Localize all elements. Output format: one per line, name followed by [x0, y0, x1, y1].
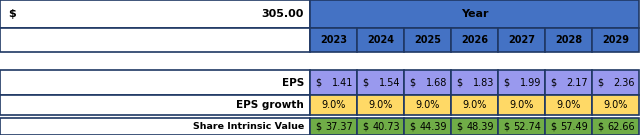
- Text: $: $: [456, 122, 462, 131]
- Text: 2028: 2028: [555, 35, 582, 45]
- Text: 2027: 2027: [508, 35, 535, 45]
- Text: 2024: 2024: [367, 35, 394, 45]
- Text: Year: Year: [461, 9, 488, 19]
- Text: 9.0%: 9.0%: [556, 100, 580, 110]
- Text: $: $: [503, 122, 509, 131]
- Text: 57.49: 57.49: [560, 122, 588, 131]
- Text: $: $: [409, 122, 415, 131]
- Bar: [310, 70, 357, 95]
- Text: $: $: [550, 77, 556, 87]
- Bar: [310, 28, 357, 52]
- Bar: [498, 70, 545, 95]
- Text: $: $: [456, 77, 462, 87]
- Bar: [404, 95, 451, 115]
- Bar: [357, 118, 404, 135]
- Text: 9.0%: 9.0%: [321, 100, 346, 110]
- Bar: [310, 118, 357, 135]
- Text: $: $: [597, 77, 603, 87]
- Text: 40.73: 40.73: [372, 122, 400, 131]
- Bar: [498, 118, 545, 135]
- Text: $: $: [503, 77, 509, 87]
- Text: 1.83: 1.83: [472, 77, 494, 87]
- Text: 44.39: 44.39: [419, 122, 447, 131]
- Text: $: $: [409, 77, 415, 87]
- Text: $: $: [550, 122, 556, 131]
- Bar: [592, 118, 639, 135]
- Text: 2026: 2026: [461, 35, 488, 45]
- Text: 9.0%: 9.0%: [462, 100, 486, 110]
- Bar: [310, 95, 357, 115]
- Bar: [451, 95, 498, 115]
- Bar: [545, 28, 592, 52]
- Text: 2025: 2025: [414, 35, 441, 45]
- Text: 1.54: 1.54: [378, 77, 400, 87]
- Bar: [404, 28, 451, 52]
- Bar: [310, 0, 639, 28]
- Text: $: $: [8, 9, 16, 19]
- Bar: [404, 118, 451, 135]
- Text: 9.0%: 9.0%: [509, 100, 534, 110]
- Bar: [451, 70, 498, 95]
- Text: EPS: EPS: [282, 77, 304, 87]
- Text: EPS growth: EPS growth: [236, 100, 304, 110]
- Bar: [357, 70, 404, 95]
- Text: $: $: [362, 77, 368, 87]
- Text: 1.68: 1.68: [426, 77, 447, 87]
- Text: $: $: [597, 122, 603, 131]
- Bar: [0, 95, 310, 115]
- Bar: [592, 28, 639, 52]
- Bar: [357, 95, 404, 115]
- Text: 62.66: 62.66: [607, 122, 635, 131]
- Text: 2.36: 2.36: [614, 77, 635, 87]
- Text: 1.41: 1.41: [332, 77, 353, 87]
- Text: 9.0%: 9.0%: [368, 100, 393, 110]
- Bar: [357, 28, 404, 52]
- Bar: [498, 28, 545, 52]
- Bar: [451, 28, 498, 52]
- Text: $: $: [315, 122, 321, 131]
- Bar: [592, 70, 639, 95]
- Text: 2.17: 2.17: [566, 77, 588, 87]
- Text: 52.74: 52.74: [513, 122, 541, 131]
- Text: $: $: [362, 122, 368, 131]
- Text: 305.00: 305.00: [262, 9, 304, 19]
- Text: 9.0%: 9.0%: [604, 100, 628, 110]
- Text: Share Intrinsic Value: Share Intrinsic Value: [193, 122, 304, 131]
- Bar: [0, 28, 310, 52]
- Text: $: $: [315, 77, 321, 87]
- Bar: [545, 118, 592, 135]
- Bar: [0, 0, 310, 28]
- Text: 48.39: 48.39: [467, 122, 494, 131]
- Text: 1.99: 1.99: [520, 77, 541, 87]
- Bar: [592, 95, 639, 115]
- Bar: [0, 118, 310, 135]
- Bar: [0, 70, 310, 95]
- Text: 37.37: 37.37: [325, 122, 353, 131]
- Text: 2029: 2029: [602, 35, 629, 45]
- Bar: [545, 95, 592, 115]
- Bar: [498, 95, 545, 115]
- Text: 2023: 2023: [320, 35, 347, 45]
- Bar: [404, 70, 451, 95]
- Bar: [451, 118, 498, 135]
- Bar: [545, 70, 592, 95]
- Text: 9.0%: 9.0%: [415, 100, 440, 110]
